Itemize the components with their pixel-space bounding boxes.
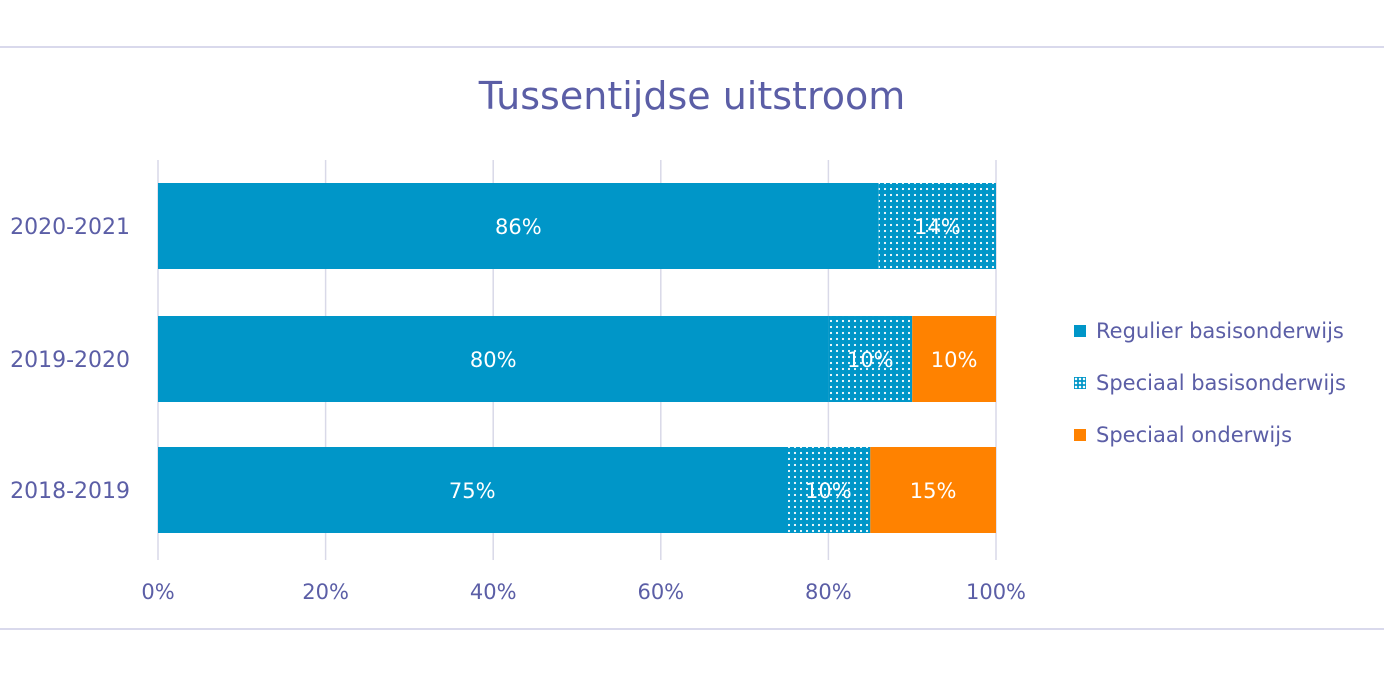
legend-swatch <box>1074 325 1086 337</box>
chart-title: Tussentijdse uitstroom <box>478 74 906 118</box>
x-tick-label: 100% <box>966 580 1026 604</box>
data-label: 10% <box>847 348 894 372</box>
bar-segment <box>158 447 787 533</box>
data-label: 75% <box>449 479 496 503</box>
y-category-label: 2020-2021 <box>10 215 130 240</box>
data-label: 14% <box>914 215 961 239</box>
bar-segment <box>158 183 879 269</box>
legend-item: Regulier basisonderwijs <box>1074 305 1346 357</box>
data-label: 0% <box>998 215 1031 239</box>
data-label: 80% <box>470 348 517 372</box>
x-tick-label: 0% <box>141 580 174 604</box>
data-label: 10% <box>805 479 852 503</box>
bar-segment <box>828 316 913 402</box>
top-border <box>0 46 1384 48</box>
bar-segment <box>786 447 871 533</box>
x-tick-label: 40% <box>470 580 517 604</box>
legend-swatch <box>1074 429 1086 441</box>
bar-segment <box>158 316 829 402</box>
legend-label: Regulier basisonderwijs <box>1096 319 1344 343</box>
x-tick-label: 20% <box>302 580 349 604</box>
data-label: 10% <box>931 348 978 372</box>
bar-segment <box>912 316 996 402</box>
y-category-label: 2019-2020 <box>10 348 130 373</box>
bar-segment <box>878 183 996 269</box>
data-label: 86% <box>495 215 542 239</box>
legend-item: Speciaal basisonderwijs <box>1074 357 1346 409</box>
legend-swatch <box>1074 377 1086 389</box>
data-label: 15% <box>910 479 957 503</box>
legend-item: Speciaal onderwijs <box>1074 409 1346 461</box>
y-category-label: 2018-2019 <box>10 479 130 504</box>
legend-label: Speciaal basisonderwijs <box>1096 371 1346 395</box>
bar-segment <box>870 447 996 533</box>
x-tick-label: 60% <box>637 580 684 604</box>
legend: Regulier basisonderwijs Speciaal basisond… <box>1074 305 1346 461</box>
legend-label: Speciaal onderwijs <box>1096 423 1293 447</box>
x-tick-label: 80% <box>805 580 852 604</box>
bottom-border <box>0 628 1384 630</box>
